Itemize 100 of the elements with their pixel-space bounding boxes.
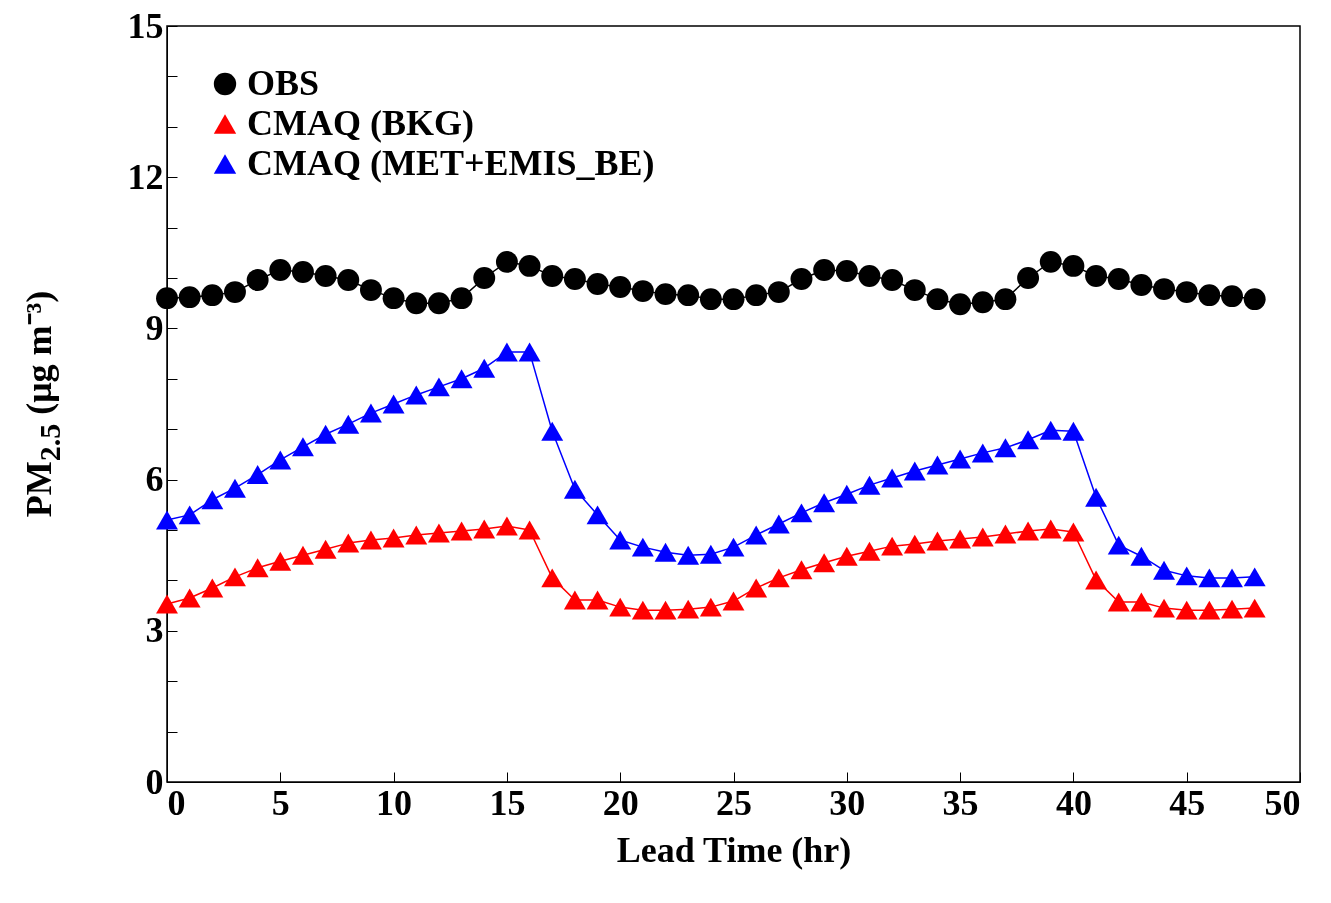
point	[427, 523, 450, 543]
point	[224, 478, 246, 498]
point	[1039, 250, 1062, 273]
point	[835, 546, 858, 566]
point	[495, 342, 518, 362]
point	[654, 542, 677, 562]
point	[201, 578, 224, 598]
point	[1175, 281, 1198, 304]
y-tick-label: 9	[145, 307, 164, 348]
point	[1085, 265, 1108, 287]
point	[654, 600, 677, 620]
point	[269, 450, 292, 470]
point	[813, 259, 836, 281]
point	[1221, 599, 1243, 619]
point	[631, 600, 654, 620]
point	[699, 544, 722, 564]
point	[359, 403, 382, 423]
point	[314, 539, 337, 559]
point	[1062, 254, 1085, 277]
point	[699, 597, 722, 617]
point	[427, 292, 450, 315]
point	[1085, 570, 1108, 590]
legend-label: CMAQ (BKG)	[247, 103, 474, 143]
point	[745, 284, 768, 307]
point	[1107, 592, 1130, 612]
point	[563, 479, 586, 499]
point	[156, 287, 178, 310]
point	[722, 537, 745, 557]
point	[1017, 521, 1040, 541]
point	[246, 269, 269, 291]
point	[586, 505, 609, 525]
point	[541, 265, 564, 287]
point	[994, 288, 1017, 311]
point	[767, 514, 790, 534]
point	[314, 265, 337, 287]
point	[337, 533, 360, 553]
x-tick-label: 5	[271, 782, 290, 823]
point	[881, 468, 904, 488]
point	[1130, 546, 1153, 566]
point	[156, 510, 178, 530]
point	[1153, 560, 1175, 580]
point	[518, 254, 541, 277]
point	[382, 528, 405, 548]
point	[518, 342, 541, 362]
point	[1039, 420, 1062, 440]
point	[835, 484, 858, 504]
point	[518, 520, 541, 540]
point	[926, 531, 949, 551]
point	[359, 279, 382, 302]
y-tick-label: 3	[145, 610, 164, 651]
point	[903, 534, 926, 554]
point	[473, 519, 496, 539]
point	[1153, 598, 1175, 618]
point	[1130, 592, 1153, 612]
point	[246, 558, 269, 578]
point	[450, 521, 473, 541]
x-tick-label: 35	[942, 782, 979, 823]
point	[631, 280, 654, 303]
point	[269, 551, 292, 571]
point	[903, 279, 926, 302]
y-tick-label: 15	[127, 5, 164, 46]
point	[949, 293, 972, 316]
point	[495, 516, 518, 536]
point	[1175, 600, 1198, 620]
point	[767, 568, 790, 588]
point	[586, 590, 609, 610]
point	[382, 287, 405, 310]
legend-label: OBS	[247, 63, 320, 103]
x-tick-label: 50	[1264, 782, 1301, 823]
point	[1017, 267, 1040, 289]
point	[337, 269, 360, 291]
point	[1221, 285, 1243, 308]
point	[881, 536, 904, 556]
point	[745, 578, 768, 598]
point	[178, 588, 201, 608]
x-tick-label: 30	[829, 782, 866, 823]
point	[224, 281, 246, 304]
point	[858, 541, 881, 561]
point	[1198, 600, 1221, 620]
point	[292, 261, 314, 283]
point	[813, 493, 836, 513]
legend-label: CMAQ (MET+EMIS_BE)	[247, 143, 655, 183]
point	[541, 421, 564, 441]
point	[881, 269, 904, 291]
point	[994, 524, 1017, 544]
point	[1017, 430, 1040, 450]
point	[1243, 598, 1266, 618]
point	[405, 525, 428, 545]
x-tick-label: 15	[489, 782, 526, 823]
point	[609, 530, 632, 550]
point	[224, 567, 246, 587]
point	[246, 465, 269, 485]
y-tick-label: 6	[145, 459, 164, 500]
point	[473, 358, 496, 378]
y-tick-label: 12	[127, 156, 164, 197]
point	[858, 265, 881, 287]
point	[949, 529, 972, 549]
point	[541, 568, 564, 588]
point	[813, 553, 836, 573]
point	[1243, 288, 1266, 311]
